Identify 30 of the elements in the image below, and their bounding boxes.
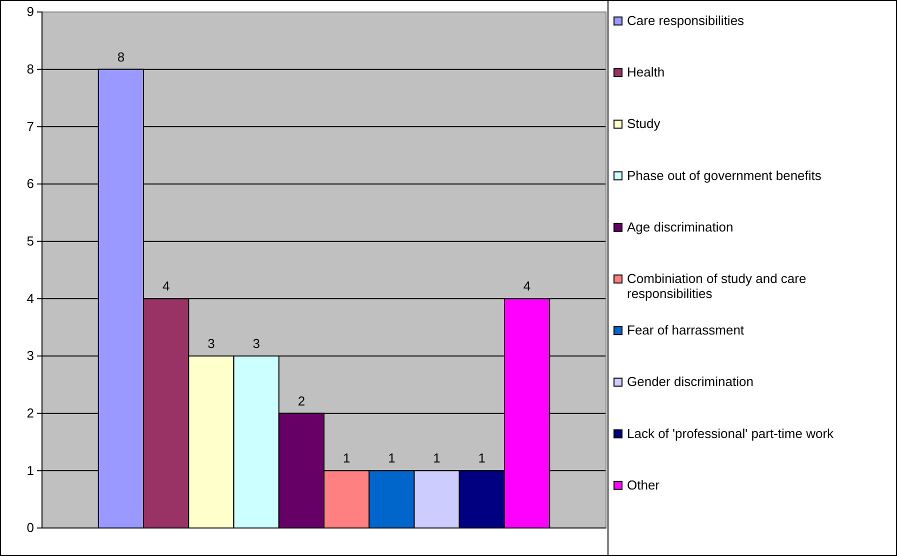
data-label: 3 (208, 336, 215, 351)
legend-label: Fear of harrassment (627, 322, 744, 338)
data-label: 3 (252, 336, 260, 351)
legend-label: Care responsibilities (627, 13, 745, 28)
y-tick-label: 9 (26, 4, 34, 20)
legend-label: Age discrimination (627, 219, 734, 234)
data-label: 1 (388, 450, 396, 466)
legend-label: Health (627, 64, 665, 80)
legend-label: Lack of 'professional' part-time work (627, 426, 834, 441)
y-tick-label: 1 (26, 462, 34, 478)
legend-label: Combiniation of study and care responsibilities (627, 271, 806, 301)
data-label: 4 (162, 278, 170, 294)
y-tick-label: 3 (26, 348, 34, 364)
data-label: 1 (342, 450, 350, 466)
y-tick-label: 5 (26, 233, 34, 248)
y-tick-label: 8 (26, 61, 34, 76)
data-label: 8 (117, 49, 125, 64)
legend-label: Phase out of government benefits (627, 168, 822, 183)
data-label: 4 (523, 278, 531, 294)
legend-label: Gender discrimination (627, 374, 754, 390)
data-label: 1 (478, 450, 486, 466)
y-tick-label: 7 (26, 118, 34, 134)
data-label: 2 (298, 393, 306, 408)
y-tick-label: 6 (26, 176, 34, 192)
data-label: 1 (433, 450, 440, 466)
y-tick-label: 2 (26, 405, 34, 420)
y-tick-label: 0 (26, 520, 34, 536)
y-tick-label: 4 (26, 290, 34, 306)
legend-label: Study (627, 116, 661, 132)
legend-label: Other (627, 477, 660, 492)
